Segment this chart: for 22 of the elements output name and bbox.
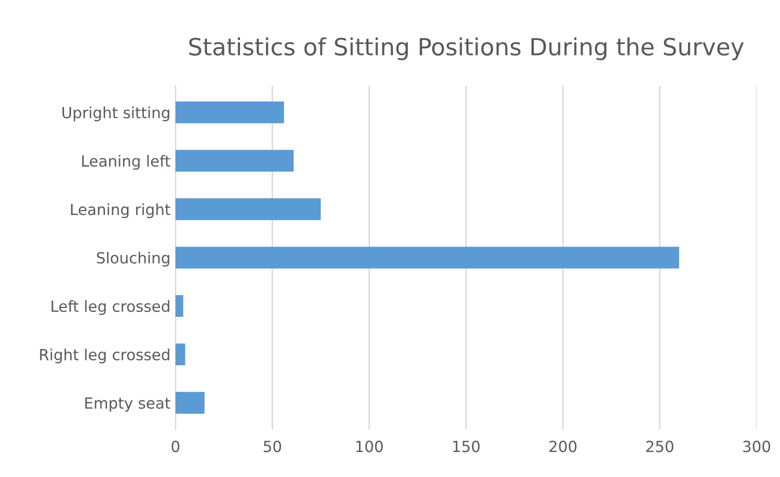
bar [176,101,284,124]
x-tick-label: 300 [743,440,770,452]
x-tick-label: 150 [453,440,480,452]
bar [176,150,294,172]
y-tick-label: Left leg crossed [52,300,170,315]
x-tick-label: 0 [172,440,180,452]
y-tick-label: Empty seat [85,397,170,412]
bar [176,344,186,366]
x-tick-label: 200 [549,440,576,452]
x-tick-label: 250 [646,440,674,452]
y-tick-label: Right leg crossed [40,348,170,364]
x-tick-label: 50 [264,440,282,452]
y-tick-label: Leaning left [82,154,170,170]
bar [176,246,680,268]
bar [176,295,184,317]
chart-title: Statistics of Sitting Positions During the Survey [189,37,744,60]
y-tick-label: Slouching [96,252,170,267]
bar [176,198,321,220]
y-tick-label: Upright sitting [62,106,170,122]
bar [176,392,205,414]
y-tick-label: Leaning right [71,203,170,218]
x-tick-label: 100 [356,440,383,452]
